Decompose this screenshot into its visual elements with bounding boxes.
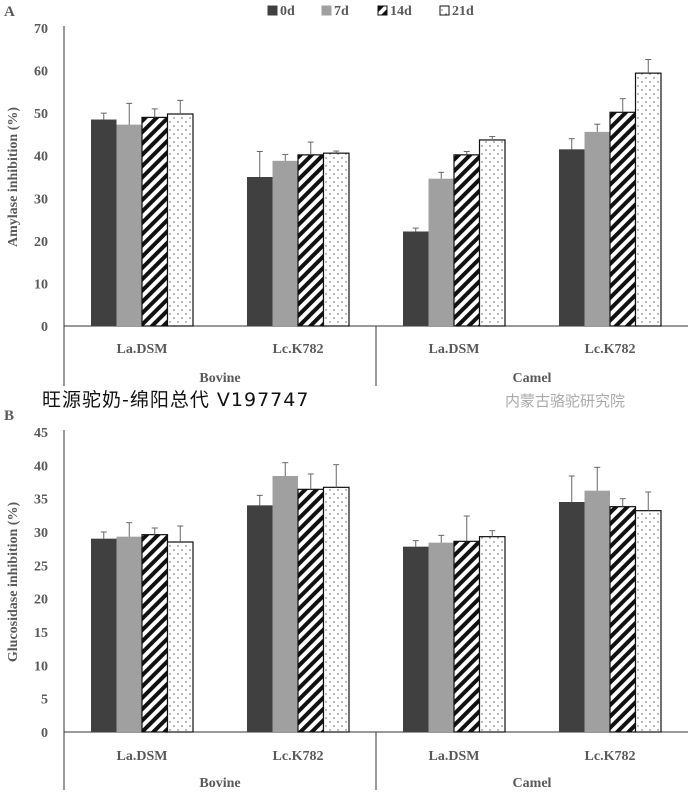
bar-0d (91, 119, 117, 327)
bar-7d (116, 124, 142, 326)
y-tick-label: 45 (34, 426, 48, 441)
panel-label: B (4, 408, 14, 424)
y-tick-label: 35 (34, 493, 48, 508)
y-tick-label: 10 (34, 277, 48, 292)
y-tick-label: 15 (34, 626, 48, 641)
legend-swatch-14d (377, 5, 388, 16)
bar-7d (584, 131, 610, 326)
category-label: Lc.K782 (273, 749, 324, 764)
y-axis-label: Glucosidase inhibition (%) (6, 502, 21, 663)
bar-14d (297, 488, 325, 733)
bar-14d (141, 116, 169, 327)
bar-21d (322, 152, 350, 327)
bar-7d (584, 490, 610, 732)
y-tick-label: 40 (34, 150, 48, 165)
group-label: Camel (513, 776, 552, 790)
category-label: Lc.K782 (273, 342, 324, 357)
category-label: Lc.K782 (585, 749, 636, 764)
bar-21d (478, 139, 506, 327)
bar-14d (297, 154, 325, 327)
bar-21d (166, 113, 194, 327)
watermark-text: 旺源驼奶-绵阳总代 V197747 (40, 388, 316, 412)
bar-7d (428, 178, 454, 326)
y-tick-label: 20 (34, 235, 48, 250)
category-label: La.DSM (117, 342, 168, 357)
legend-swatch-21d (439, 5, 450, 16)
bar-14d (609, 111, 637, 327)
legend-swatch-0d (267, 5, 278, 16)
panel-label: A (4, 4, 15, 20)
bar-0d (403, 231, 429, 326)
bar-21d (634, 72, 662, 327)
bar-0d (403, 546, 429, 732)
legend-label-14d: 14d (390, 4, 412, 19)
y-tick-label: 0 (41, 320, 48, 335)
bar-0d (559, 502, 585, 732)
bar-7d (428, 542, 454, 732)
y-tick-label: 30 (34, 526, 48, 541)
category-label: La.DSM (117, 749, 168, 764)
bar-7d (116, 536, 142, 732)
group-label: Camel (513, 371, 552, 386)
category-label: Lc.K782 (585, 342, 636, 357)
y-tick-label: 70 (34, 22, 48, 37)
bar-21d (478, 536, 506, 733)
category-label: La.DSM (429, 749, 480, 764)
bar-0d (247, 177, 273, 326)
bar-7d (272, 160, 298, 326)
bar-0d (559, 149, 585, 326)
bar-21d (634, 510, 662, 733)
legend-label-0d: 0d (280, 4, 295, 19)
y-tick-label: 30 (34, 192, 48, 207)
bar-0d (91, 538, 117, 732)
legend: 0d 7d 14d 21d (267, 4, 474, 19)
legend-label-21d: 21d (452, 4, 474, 19)
bar-14d (141, 534, 169, 733)
bar-14d (453, 154, 481, 327)
bar-14d (609, 506, 637, 733)
category-label: La.DSM (429, 342, 480, 357)
y-axis-label: Amylase inhibition (%) (6, 107, 21, 247)
group-label: Bovine (199, 371, 240, 386)
bar-14d (453, 540, 481, 733)
y-tick-label: 40 (34, 459, 48, 474)
bar-21d (322, 486, 350, 733)
y-tick-label: 0 (41, 726, 48, 741)
y-tick-label: 60 (34, 65, 48, 80)
group-label: Bovine (199, 776, 240, 790)
bar-21d (166, 541, 194, 733)
y-tick-label: 5 (41, 693, 48, 708)
y-tick-label: 20 (34, 593, 48, 608)
legend-label-7d: 7d (334, 4, 349, 19)
bar-0d (247, 505, 273, 732)
y-tick-label: 10 (34, 659, 48, 674)
y-tick-label: 25 (34, 559, 48, 574)
panel-A: A 0 10 20 30 40 50 60 70 Amylase inhibition (%) La… (4, 4, 688, 386)
panel-B: B 0 5 10 15 20 25 30 35 40 45 Glucosidase inhibitio… (4, 408, 688, 791)
watermark-logo: 内蒙古骆驼研究院 (505, 392, 626, 410)
y-tick-label: 50 (34, 107, 48, 122)
bar-7d (272, 476, 298, 732)
legend-swatch-7d (321, 5, 332, 16)
